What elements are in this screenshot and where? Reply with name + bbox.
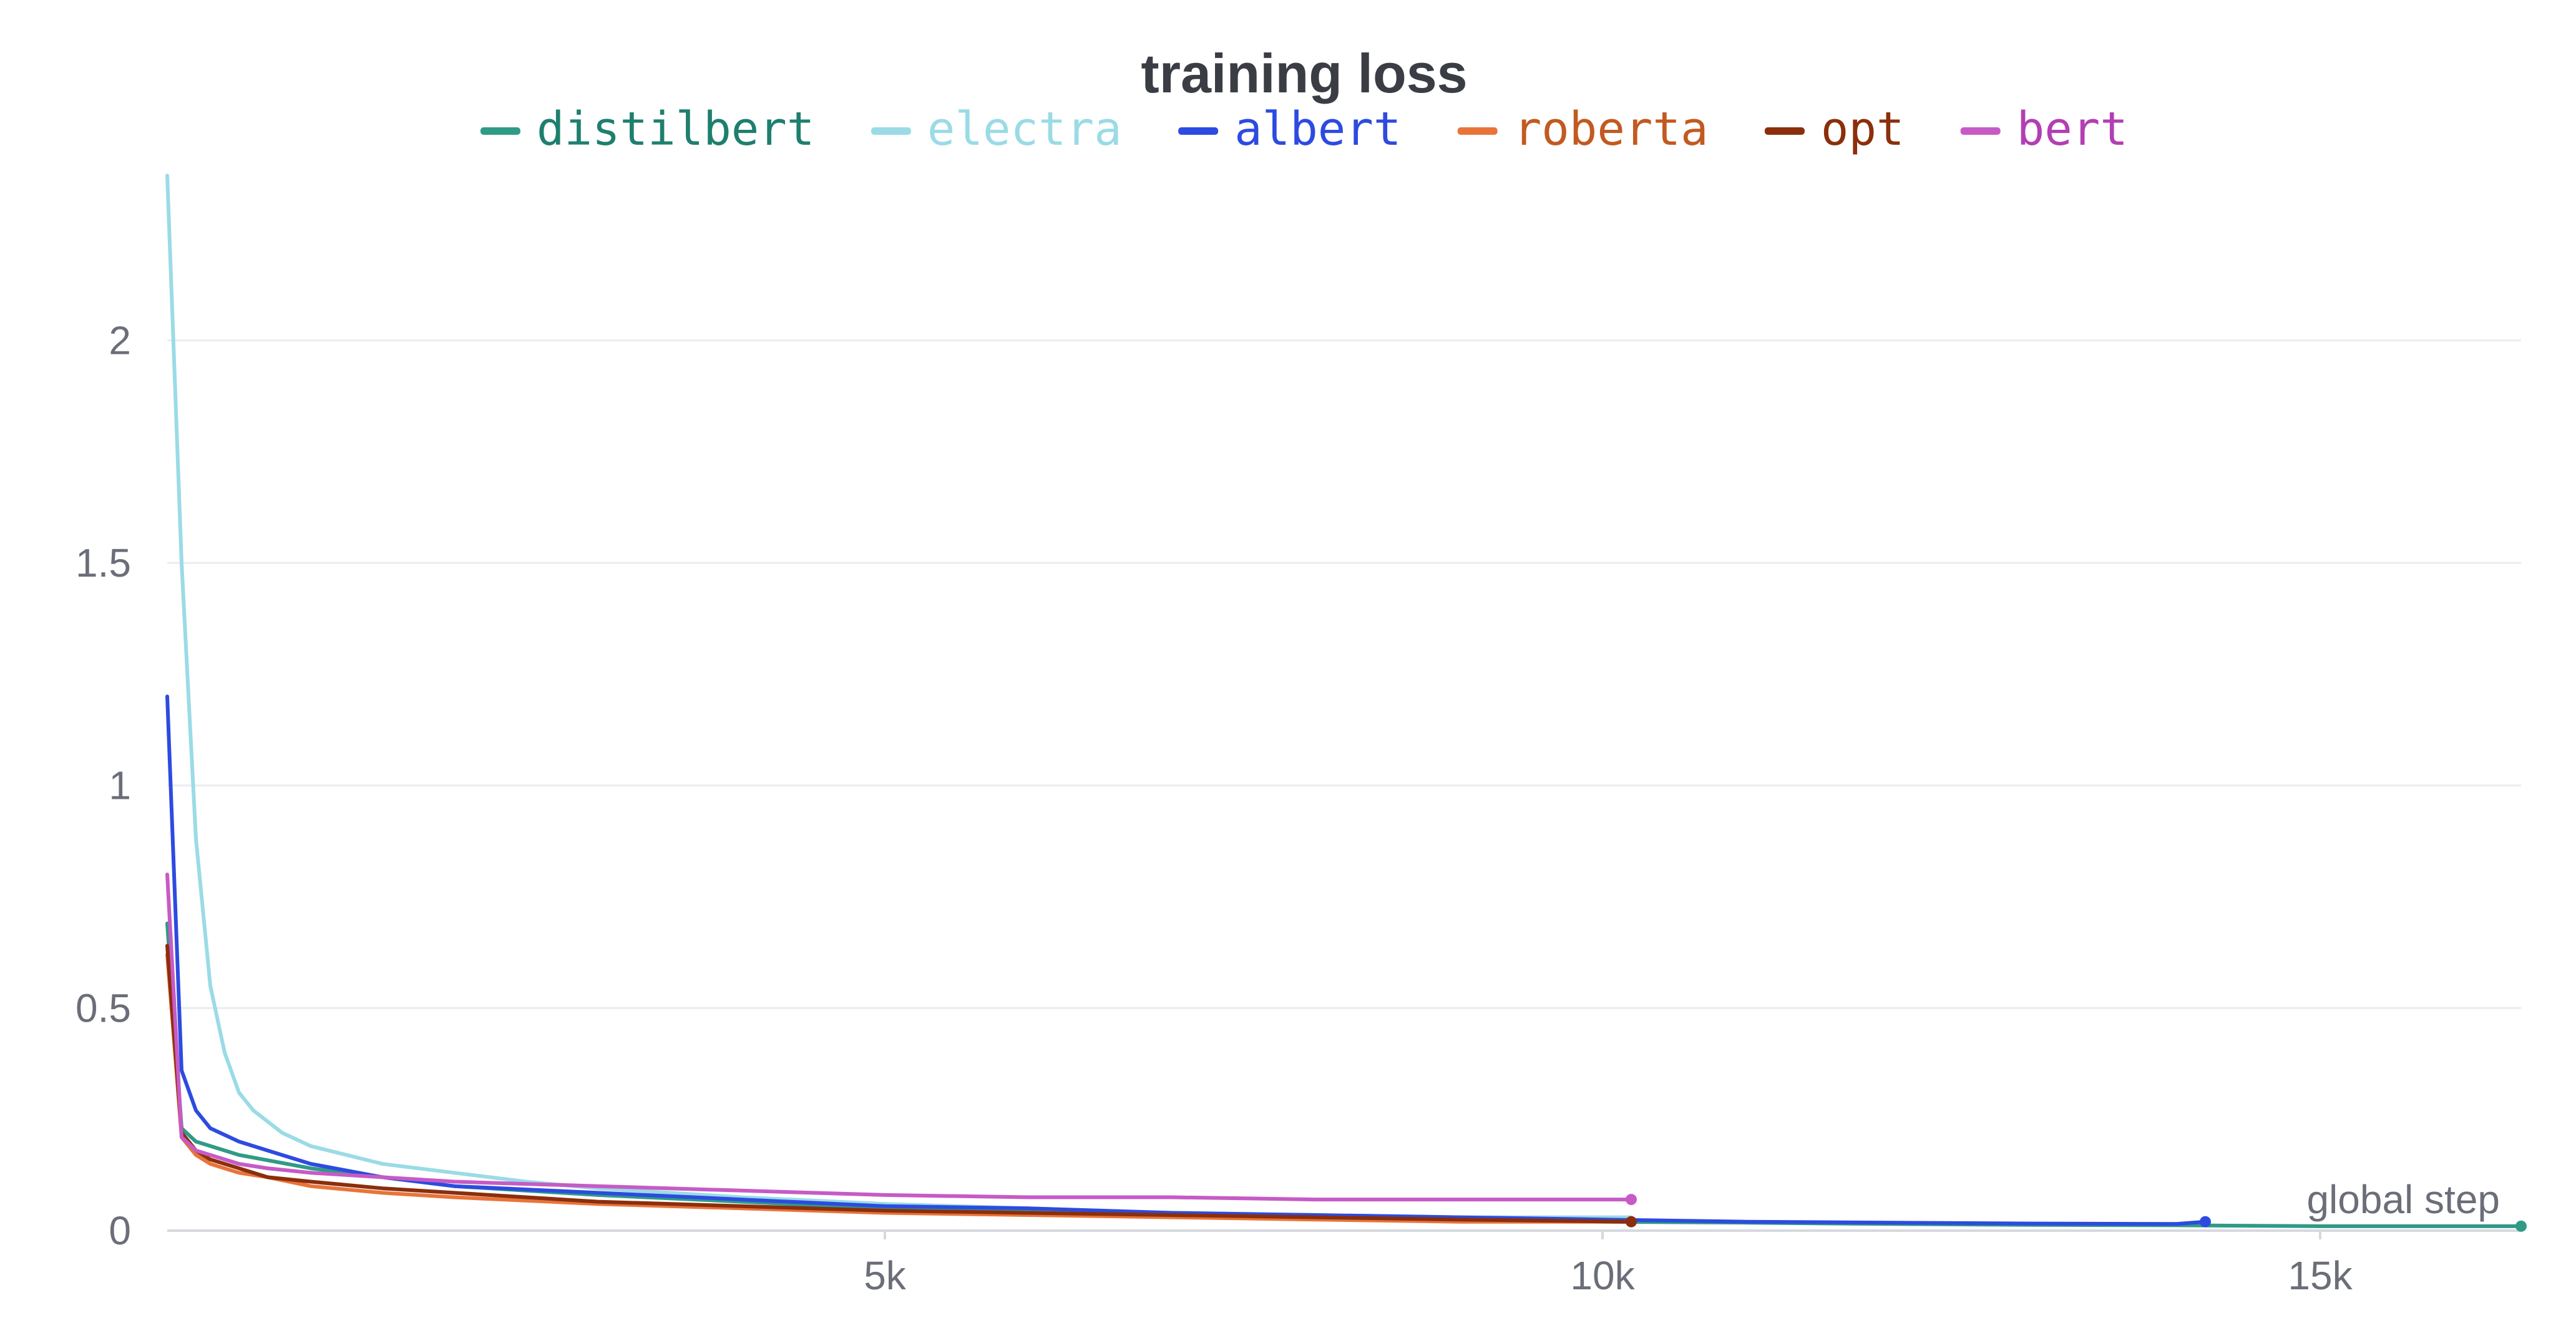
legend-label: bert: [2017, 102, 2128, 156]
legend-swatch: [871, 127, 911, 135]
legend-swatch: [1960, 127, 2001, 135]
y-tick-label: 2: [109, 318, 131, 363]
chart-legend: distilbert electra albert roberta opt bert: [480, 102, 2128, 156]
series-line-bert: [165, 872, 1633, 1202]
legend-item-opt[interactable]: opt: [1764, 102, 1905, 156]
y-axis-ticks: 0 0.5 1 1.5 2: [76, 318, 131, 1253]
series-end-point-opt: [1626, 1216, 1637, 1228]
x-tick-label: 5k: [864, 1253, 907, 1298]
chart-series: [165, 173, 2527, 1232]
y-tick-label: 1.5: [76, 540, 131, 585]
legend-item-electra[interactable]: electra: [871, 102, 1122, 156]
x-tick-label: 10k: [1570, 1253, 1635, 1298]
series-end-point-distilbert: [2515, 1220, 2527, 1232]
legend-label: electra: [927, 102, 1122, 156]
legend-item-bert[interactable]: bert: [1960, 102, 2128, 156]
legend-label: albert: [1234, 102, 1401, 156]
series-end-point-albert: [2200, 1216, 2211, 1228]
legend-swatch: [1457, 127, 1498, 135]
x-axis-label: global step: [2306, 1177, 2500, 1222]
legend-label: roberta: [1514, 102, 1709, 156]
legend-label: opt: [1821, 102, 1905, 156]
legend-swatch: [480, 127, 520, 135]
legend-swatch: [1178, 127, 1219, 135]
chart-grid: [167, 339, 2521, 1232]
x-axis-ticks: 5k 10k 15k: [864, 1231, 2353, 1298]
series-end-point-bert: [1626, 1194, 1637, 1206]
legend-item-albert[interactable]: albert: [1178, 102, 1401, 156]
y-tick-label: 0.5: [76, 985, 131, 1030]
x-tick-label: 15k: [2288, 1253, 2353, 1298]
legend-label: distilbert: [537, 102, 815, 156]
series-line-opt: [165, 944, 1633, 1224]
legend-swatch: [1764, 127, 1805, 135]
legend-item-distilbert[interactable]: distilbert: [480, 102, 815, 156]
y-tick-label: 1: [109, 763, 131, 808]
y-tick-label: 0: [109, 1208, 131, 1253]
legend-item-roberta[interactable]: roberta: [1457, 102, 1709, 156]
series-line-electra: [165, 173, 1633, 1219]
series-line-roberta: [165, 952, 1633, 1224]
series-line-albert: [165, 695, 2207, 1226]
chart-title: training loss: [1141, 42, 1467, 104]
